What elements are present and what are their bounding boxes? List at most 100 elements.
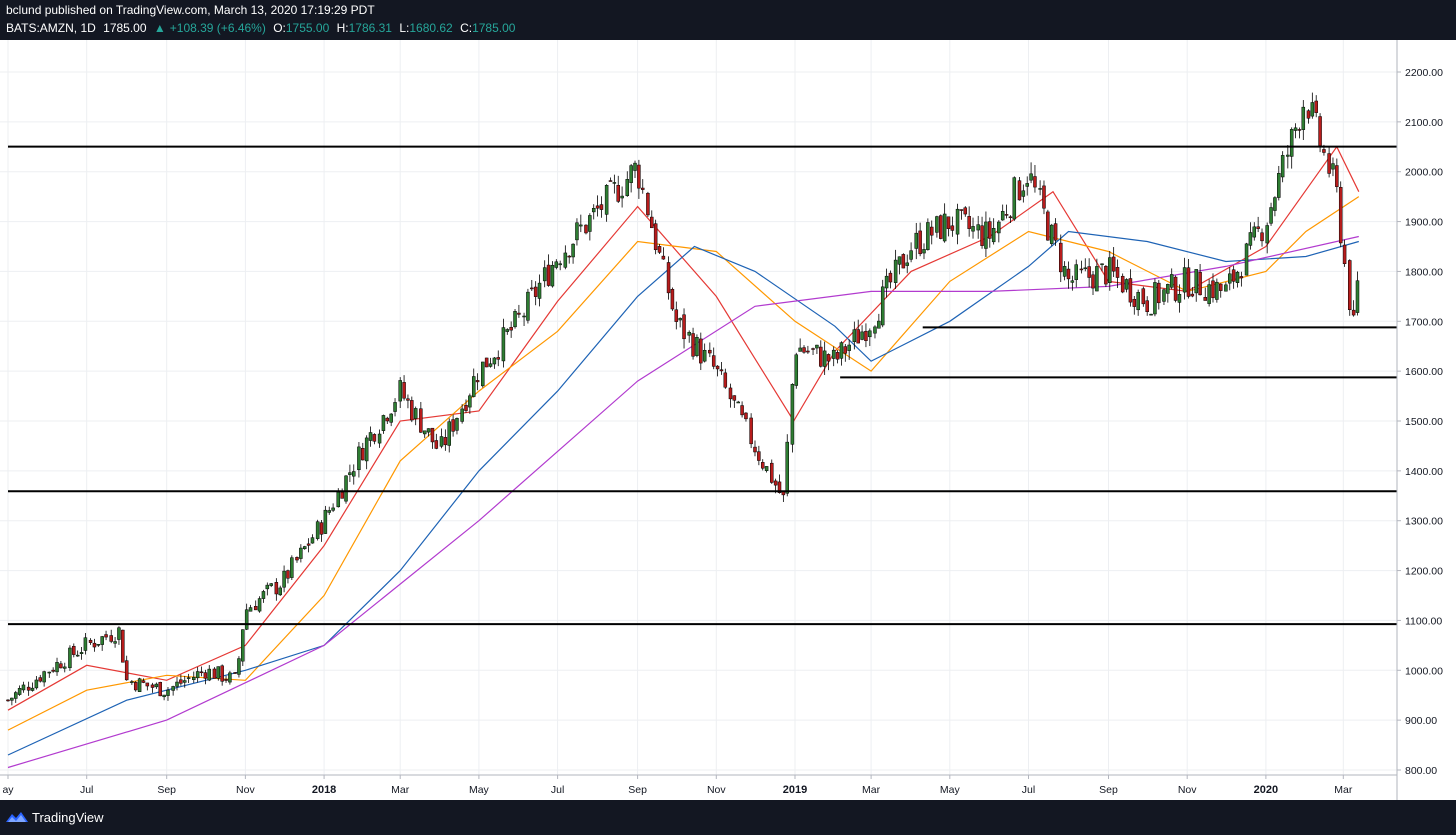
candle-body <box>640 187 645 190</box>
candle-body <box>228 672 232 683</box>
candle-body <box>1021 190 1026 197</box>
candle-body <box>533 286 538 297</box>
candle-body <box>736 401 740 404</box>
chart-grid <box>0 40 1397 775</box>
candle-body <box>124 660 129 681</box>
candle-body <box>1012 177 1017 220</box>
candle-body <box>361 448 365 461</box>
price-tick-label: 900.00 <box>1405 715 1437 727</box>
time-axis[interactable]: ay Jul Sep Nov 2018 Mar May Jul Sep Nov 2019 Mar May… <box>0 774 1397 796</box>
candle-body <box>1173 276 1178 301</box>
candle-body <box>971 226 975 232</box>
time-tick-label: May <box>940 784 961 796</box>
candle-body <box>1211 280 1215 299</box>
candle-body <box>299 547 303 559</box>
candle-body <box>984 221 988 249</box>
price-tick-label: 1100.00 <box>1405 615 1442 627</box>
candle-body <box>1224 284 1228 292</box>
price-tick-label: 1600.00 <box>1405 366 1443 378</box>
candle-body <box>310 537 315 544</box>
candle-body <box>1269 207 1273 224</box>
candle-body <box>661 255 666 260</box>
price-tick-label: 1400.00 <box>1405 466 1443 478</box>
candle-body <box>1029 173 1033 181</box>
candle-body <box>1331 163 1335 170</box>
candle-body <box>1104 266 1108 285</box>
candle-body <box>1108 257 1112 283</box>
candle-body <box>1203 297 1208 301</box>
candle-body <box>901 254 906 269</box>
candle-body <box>1351 309 1356 316</box>
candle-body <box>290 557 294 578</box>
candle-body <box>1335 165 1339 187</box>
candle-body <box>501 327 506 362</box>
candle-body <box>1025 183 1029 187</box>
candle-body <box>699 338 703 364</box>
moving-average-purple <box>7 235 1359 769</box>
candle-body <box>109 635 113 642</box>
candle-body <box>1033 176 1037 188</box>
candle-body <box>963 207 968 215</box>
candle-body <box>385 417 390 422</box>
candle-body <box>203 672 208 679</box>
time-tick-label: Sep <box>1099 784 1118 796</box>
candle-body <box>1059 242 1063 273</box>
candle-body <box>682 314 686 340</box>
candle-body <box>38 677 43 682</box>
candle-body <box>880 286 885 326</box>
candle-body <box>389 413 393 423</box>
candle-body <box>422 430 427 435</box>
candle-body <box>802 347 806 353</box>
candle-body <box>819 346 823 367</box>
time-tick-label: Sep <box>628 784 647 796</box>
candle-body <box>620 195 624 199</box>
candle-body <box>471 376 476 397</box>
candle-body <box>352 471 356 477</box>
candle-body <box>1244 243 1249 276</box>
candle-body <box>695 336 699 356</box>
candle-body <box>315 521 320 539</box>
candle-body <box>860 331 864 340</box>
price-axis[interactable]: 2200.00 2100.00 2000.00 1900.00 1800.00 1700.… <box>1396 40 1456 800</box>
candle-body <box>888 272 893 283</box>
candle-body <box>1252 226 1257 238</box>
candle-body <box>244 609 249 630</box>
candle-body <box>212 668 217 679</box>
time-tick-label: 2018 <box>312 784 336 796</box>
high-value: 1786.31 <box>348 21 392 35</box>
candle-body <box>909 250 913 260</box>
candle-body <box>526 291 530 321</box>
candle-body <box>653 223 658 251</box>
candle-body <box>68 647 72 669</box>
candle-body <box>959 209 964 211</box>
candle-body <box>199 671 204 674</box>
candle-body <box>864 330 868 341</box>
candle-body <box>897 256 902 265</box>
candle-body <box>509 327 513 331</box>
candle-body <box>1280 155 1285 178</box>
candle-body <box>10 697 14 701</box>
candle-body <box>588 215 592 232</box>
candle-body <box>608 180 613 182</box>
candle-body <box>773 480 778 486</box>
candle-body <box>192 677 196 680</box>
candle-body <box>6 699 10 702</box>
candle-body <box>1182 267 1187 293</box>
candle-body <box>88 639 93 643</box>
candle-body <box>1215 281 1219 300</box>
candle-body <box>517 312 521 315</box>
candle-body <box>1306 110 1311 119</box>
candle-body <box>893 259 898 283</box>
candlestick-series <box>6 92 1360 706</box>
time-tick-label: May <box>469 784 490 796</box>
candle-body <box>348 472 352 475</box>
candle-body <box>740 405 744 416</box>
candle-body <box>261 591 266 599</box>
candle-body <box>650 216 654 229</box>
price-chart[interactable]: 2050.441359.001092.521687.761587.621785.… <box>0 40 1456 800</box>
candle-body <box>51 669 55 672</box>
footer-brand[interactable]: TradingView <box>32 810 104 825</box>
candle-body <box>1327 153 1331 174</box>
candle-body <box>195 671 200 679</box>
up-arrow-icon: ▲ <box>153 21 166 35</box>
